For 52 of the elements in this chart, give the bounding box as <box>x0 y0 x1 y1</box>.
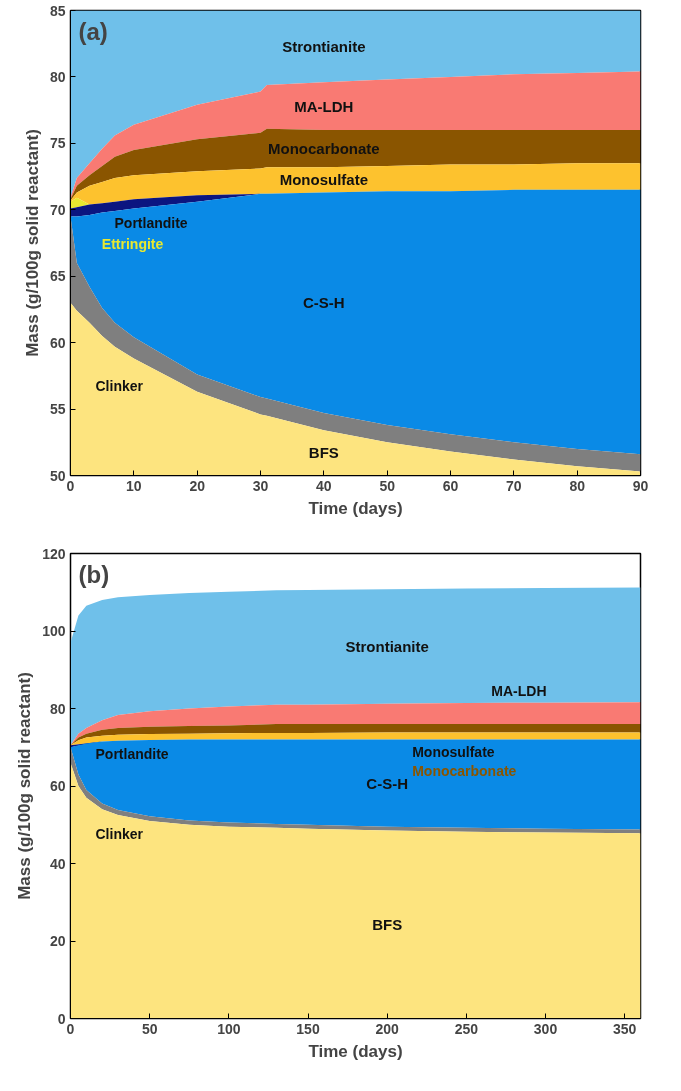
y-tick-label: 70 <box>49 201 66 218</box>
x-tick-label: 20 <box>189 477 206 494</box>
y-tick-label: 80 <box>49 68 66 85</box>
series-label: Strontianite <box>282 37 366 55</box>
series-label: Portlandite <box>114 215 188 232</box>
y-axis-title: Mass (g/100g solid reactant) <box>22 129 42 357</box>
x-tick-label: 60 <box>442 477 459 494</box>
y-tick-label: 100 <box>42 623 66 639</box>
series-label: BFS <box>372 916 403 934</box>
x-tick-label: 70 <box>506 477 522 494</box>
x-tick-label: 50 <box>141 1020 158 1037</box>
series-label: C-S-H <box>303 294 345 312</box>
series-label: BFS <box>308 444 339 462</box>
y-tick-label: 85 <box>49 2 66 19</box>
series-label: Monosulfate <box>279 171 369 189</box>
series-label: Clinker <box>95 826 144 843</box>
series-label: Monocarbonate <box>268 140 380 158</box>
y-tick-label: 75 <box>49 135 66 152</box>
x-tick-label: 30 <box>252 477 269 494</box>
y-tick-label: 60 <box>49 334 66 351</box>
x-axis-title: Time (days) <box>308 498 403 518</box>
x-tick-label: 10 <box>126 477 142 494</box>
y-axis-title: Mass (g/100g solid reactant) <box>15 672 35 900</box>
y-tick-label: 80 <box>49 700 66 717</box>
series-label: MA-LDH <box>491 682 547 699</box>
x-tick-label: 50 <box>379 477 396 494</box>
y-tick-label: 120 <box>42 545 66 562</box>
series-label: Portlandite <box>95 746 169 763</box>
x-tick-label: 300 <box>533 1020 558 1037</box>
x-tick-label: 80 <box>569 477 586 494</box>
x-tick-label: 350 <box>612 1020 637 1037</box>
y-tick-label: 20 <box>49 933 66 949</box>
x-tick-label: 90 <box>632 477 649 494</box>
x-tick-label: 200 <box>375 1020 400 1037</box>
series-label: MA-LDH <box>294 97 354 115</box>
y-tick-label: 55 <box>49 401 66 418</box>
y-tick-label: 40 <box>49 855 66 872</box>
x-tick-label: 40 <box>316 477 332 494</box>
text: Monocarbonate <box>412 762 517 779</box>
series-label: Strontianite <box>345 638 429 655</box>
series-label: C-S-H <box>366 774 409 792</box>
x-tick-label: 250 <box>454 1020 479 1037</box>
chart-title: (b) <box>78 560 110 588</box>
series-label: Monosulfate <box>412 743 495 760</box>
text: Ettringite <box>101 235 164 252</box>
chart-title: (a) <box>78 17 108 45</box>
series-label: Clinker <box>95 377 144 394</box>
x-tick-label: 100 <box>217 1020 241 1037</box>
x-axis-title: Time (days) <box>308 1041 403 1061</box>
y-tick-label: 60 <box>49 778 66 794</box>
y-tick-label: 65 <box>49 268 66 285</box>
x-tick-label: 150 <box>296 1020 320 1037</box>
